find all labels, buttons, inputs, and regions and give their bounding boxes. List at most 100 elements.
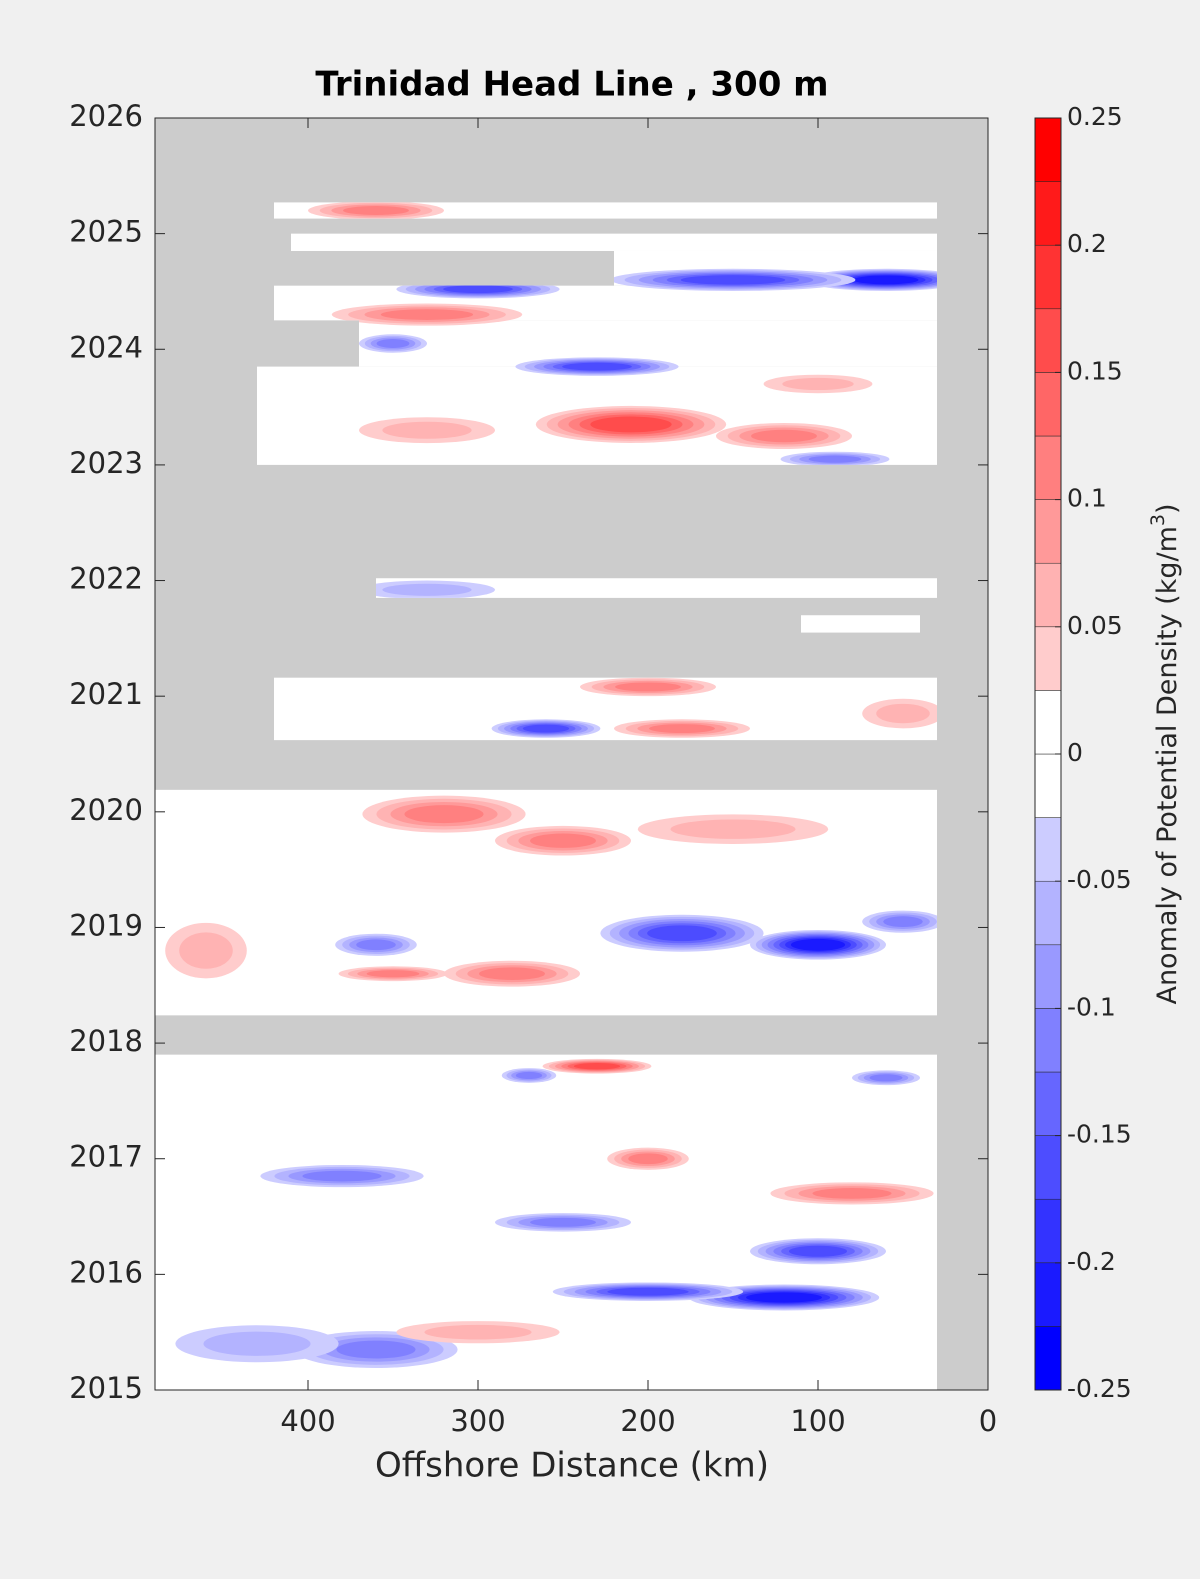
data-coverage [801,615,920,633]
anomaly-contour [788,1245,848,1257]
colorbar-band [1034,1008,1062,1073]
anomaly-contour [424,1324,532,1340]
colorbar-band [1034,117,1062,182]
anomaly-contour [883,916,923,928]
contour-field [165,202,937,1369]
anomaly-contour [782,377,854,391]
colorbar-tick-label: -0.2 [1067,1247,1116,1276]
colorbar-band [1034,626,1062,691]
anomaly-contour [336,1340,416,1359]
anomaly-contour [670,819,796,839]
colorbar-band [1034,372,1062,437]
anomaly-contour [853,275,919,285]
colorbar-band [1034,817,1062,882]
colorbar-band [1034,1071,1062,1136]
x-tick-label: 0 [979,1404,997,1438]
label-text: Anomaly of Potential Density (kg/m [1152,526,1183,1004]
anomaly-contour [746,1292,822,1303]
colorbar-band [1034,244,1062,310]
colorbar-band [1034,435,1062,500]
x-axis-label: Offshore Distance (km) [375,1446,769,1486]
colorbar-tick-label: 0 [1067,738,1083,767]
colorbar-tick-label: -0.25 [1067,1374,1132,1403]
anomaly-contour [515,1071,543,1080]
data-coverage [274,202,937,219]
anomaly-contour [647,925,717,942]
anomaly-contour [649,724,715,734]
colorbar-tick-label: -0.05 [1067,865,1132,894]
y-tick-label: 2026 [69,99,143,133]
y-tick-label: 2025 [69,215,143,249]
anomaly-contour [443,285,513,294]
label-sup: 3 [1147,514,1169,526]
y-tick-label: 2023 [69,446,143,480]
anomaly-contour [680,275,786,285]
anomaly-contour [376,339,410,348]
anomaly-contour [590,416,672,433]
anomaly-contour [343,206,409,215]
colorbar-tick-label: 0.2 [1067,229,1107,258]
chart-title: Trinidad Head Line , 300 m [315,65,828,105]
anomaly-contour [380,309,474,320]
x-tick-label: 100 [790,1404,845,1438]
anomaly-contour [876,703,930,724]
x-tick-label: 300 [450,1404,505,1438]
anomaly-contour [573,1063,621,1070]
anomaly-contour [522,724,570,733]
anomaly-contour [869,1074,903,1082]
anomaly-contour [302,1170,382,1182]
colorbar-label: Anomaly of Potential Density (kg/m3) [1147,503,1183,1004]
colorbar-band [1034,499,1062,564]
colorbar-band [1034,1198,1062,1264]
anomaly-contour [790,938,846,951]
colorbar-tick-label: 0.1 [1067,484,1107,513]
colorbar-band [1034,1262,1062,1327]
colorbar-tick-label: -0.1 [1067,992,1116,1021]
anomaly-contour [812,1188,892,1199]
data-coverage [376,578,937,598]
colorbar-band [1034,753,1062,818]
data-coverage [359,320,937,367]
y-tick-label: 2019 [69,908,143,942]
anomaly-contour [530,1217,596,1227]
colorbar-tick-label: 0.05 [1067,611,1123,640]
colorbar-band [1034,944,1062,1009]
anomaly-contour [751,429,817,443]
anomaly-contour [479,967,545,980]
anomaly-contour [530,833,596,848]
y-tick-label: 2016 [69,1255,143,1289]
y-tick-label: 2020 [69,793,143,827]
anomaly-contour [382,421,472,439]
colorbar-tick-label: 0.25 [1067,102,1123,131]
colorbar-band [1034,308,1062,373]
colorbar-band [1034,1135,1062,1200]
data-coverage [291,233,937,251]
anomaly-contour [203,1331,311,1356]
colorbar-band [1034,1326,1062,1391]
y-tick-label: 2018 [69,1024,143,1058]
colorbar-band [1034,181,1062,246]
colorbar-band [1034,690,1062,755]
colorbar-tick-label: 0.15 [1067,356,1123,385]
y-tick-label: 2017 [69,1140,143,1174]
anomaly-contour [562,362,632,371]
anomaly-contour [179,932,233,969]
plot-frame [154,117,989,1391]
anomaly-contour [808,455,862,463]
anomaly-contour [356,939,396,951]
anomaly-contour [382,583,472,596]
colorbar-tick-label: -0.15 [1067,1120,1132,1149]
colorbar-band [1034,880,1062,946]
x-tick-label: 400 [280,1404,335,1438]
anomaly-contour [628,1153,668,1165]
anomaly-contour [607,1287,689,1296]
label-text: ) [1152,503,1183,514]
anomaly-contour [615,682,681,692]
colorbar-band [1034,562,1062,628]
anomaly-contour [404,805,484,824]
y-tick-label: 2015 [69,1371,143,1405]
y-tick-label: 2022 [69,562,143,596]
y-tick-label: 2024 [69,330,143,364]
x-tick-label: 200 [620,1404,675,1438]
